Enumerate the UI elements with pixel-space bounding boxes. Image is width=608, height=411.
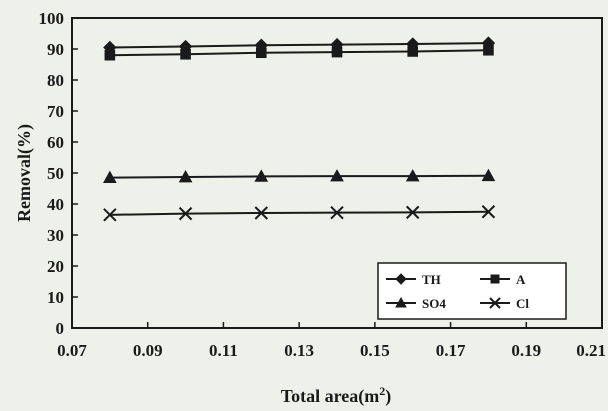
data-point-triangle <box>395 296 407 308</box>
legend-label: SO4 <box>422 296 446 311</box>
legend-box <box>377 262 567 320</box>
y-tick-label: 100 <box>39 9 65 28</box>
legend-item-a: A <box>480 272 526 287</box>
x-tick-label: 0.21 <box>576 341 606 360</box>
x-tick-label: 0.17 <box>436 341 466 360</box>
data-point-x <box>406 205 420 220</box>
legend-item-th: TH <box>386 272 441 287</box>
x-axis-title: Total area(m2) <box>281 384 392 407</box>
legend-label: A <box>516 272 526 287</box>
legend-label: TH <box>422 272 441 287</box>
x-tick-label: 0.07 <box>57 341 87 360</box>
series-a <box>104 44 494 61</box>
series-line-a <box>109 49 489 57</box>
x-axis-title-tail: ) <box>385 386 391 407</box>
data-point-x <box>481 205 496 219</box>
data-point-square <box>490 274 500 284</box>
y-tick-label: 10 <box>47 288 64 307</box>
data-point-square <box>331 46 343 58</box>
x-tick-label: 0.11 <box>209 341 238 360</box>
y-tick-label: 80 <box>47 71 64 90</box>
data-point-triangle <box>481 168 496 182</box>
y-tick-label: 0 <box>56 319 65 338</box>
data-point-square <box>407 46 419 57</box>
y-tick-label: 20 <box>47 257 64 276</box>
series-cl <box>103 205 496 222</box>
data-point-x <box>254 206 268 220</box>
data-point-x <box>489 297 501 309</box>
series-line-so4 <box>109 174 489 179</box>
data-point-triangle <box>103 170 117 183</box>
y-tick-label: 50 <box>47 164 64 183</box>
x-tick-label: 0.09 <box>133 341 163 360</box>
y-tick-label: 70 <box>47 102 64 121</box>
data-point-square <box>255 47 267 59</box>
data-point-triangle <box>254 169 269 182</box>
legend: TH A SO4 Cl <box>377 262 567 320</box>
y-axis-ticks: 0 10 20 30 40 50 60 70 80 90 100 <box>39 9 78 338</box>
data-point-diamond <box>395 273 407 285</box>
legend-item-cl: Cl <box>480 296 529 311</box>
series-layer <box>103 36 496 222</box>
x-axis-title-main: Total area(m <box>281 386 380 407</box>
series-line-cl <box>109 210 489 216</box>
y-axis-title: Removal(%) <box>14 124 35 222</box>
series-line-th <box>109 42 489 49</box>
data-point-x <box>103 208 117 222</box>
data-point-triangle <box>405 169 420 182</box>
x-tick-label: 0.13 <box>284 341 314 360</box>
y-tick-label: 60 <box>47 133 64 152</box>
data-point-x <box>330 205 344 220</box>
series-so4 <box>103 168 496 183</box>
data-point-square <box>180 48 191 60</box>
data-point-triangle <box>330 169 344 182</box>
data-point-square <box>104 49 116 61</box>
y-tick-label: 90 <box>47 40 64 59</box>
y-tick-label: 40 <box>47 195 64 214</box>
x-tick-label: 0.15 <box>360 341 390 360</box>
data-point-x <box>178 206 193 221</box>
x-axis-ticks: 0.07 0.09 0.11 0.13 0.15 0.17 0.19 0.21 <box>57 322 606 360</box>
data-point-triangle <box>178 170 193 183</box>
legend-label: Cl <box>516 296 529 311</box>
legend-item-so4: SO4 <box>386 296 446 311</box>
data-point-square <box>483 44 494 56</box>
x-axis-title-superscript: 2 <box>379 384 385 398</box>
y-tick-label: 30 <box>47 226 64 245</box>
x-tick-label: 0.19 <box>511 341 541 360</box>
